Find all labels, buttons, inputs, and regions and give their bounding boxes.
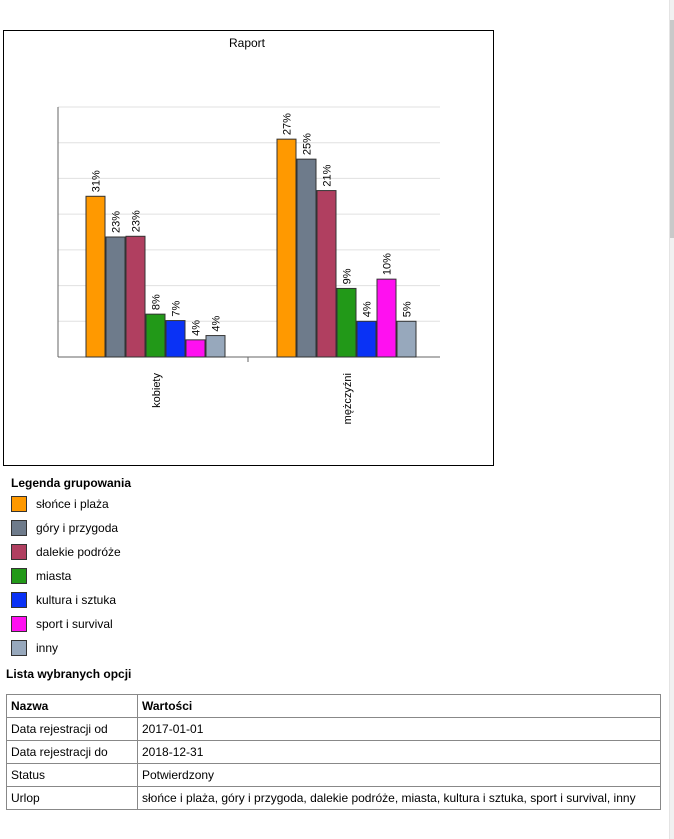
bar bbox=[276, 138, 297, 358]
legend-label: dalekie podróże bbox=[36, 545, 121, 559]
data-label: 5% bbox=[402, 301, 414, 317]
data-label: 31% bbox=[91, 170, 103, 192]
data-label: 23% bbox=[131, 210, 143, 232]
category-label: mężczyźni bbox=[342, 373, 354, 424]
legend-swatch bbox=[11, 640, 27, 656]
bar bbox=[85, 195, 106, 358]
data-label: 8% bbox=[151, 294, 163, 310]
table-row: Urlop słońce i plaża, góry i przygoda, d… bbox=[6, 786, 661, 810]
option-value: Potwierdzony bbox=[137, 763, 661, 787]
legend-swatch bbox=[11, 616, 27, 632]
data-label: 10% bbox=[382, 253, 394, 275]
table-row: Status Potwierdzony bbox=[6, 763, 661, 787]
table-header-row: Nazwa Wartości bbox=[6, 694, 661, 718]
data-label: 4% bbox=[191, 320, 203, 336]
option-name: Data rejestracji od bbox=[6, 717, 138, 741]
legend-swatch bbox=[11, 520, 27, 536]
legend-swatch bbox=[11, 568, 27, 584]
option-name: Data rejestracji do bbox=[6, 740, 138, 764]
table-row: Data rejestracji do 2018-12-31 bbox=[6, 740, 661, 764]
bar bbox=[145, 313, 166, 358]
bar bbox=[165, 320, 186, 358]
data-label: 4% bbox=[362, 301, 374, 317]
option-value: słońce i plaża, góry i przygoda, dalekie… bbox=[137, 786, 661, 810]
scrollbar-track[interactable] bbox=[669, 0, 674, 839]
category-label: kobiety bbox=[151, 373, 163, 408]
chart-frame: Raport 31% 23% 23% 8% 7% 4% 4% kobiety 27% 25% 21% 9… bbox=[3, 30, 494, 466]
bar bbox=[336, 287, 357, 358]
data-label: 21% bbox=[322, 164, 334, 186]
chart-title: Raport bbox=[229, 36, 266, 50]
option-value: 2017-01-01 bbox=[137, 717, 661, 741]
bar bbox=[376, 278, 397, 358]
option-value: 2018-12-31 bbox=[137, 740, 661, 764]
bar bbox=[185, 339, 206, 358]
scrollbar-thumb[interactable] bbox=[670, 20, 674, 238]
bar bbox=[316, 190, 337, 358]
legend-label: góry i przygoda bbox=[36, 521, 119, 535]
data-label: 9% bbox=[342, 268, 354, 284]
option-name: Urlop bbox=[6, 786, 138, 810]
bar bbox=[105, 236, 126, 358]
data-label: 27% bbox=[282, 113, 294, 135]
legend-swatch bbox=[11, 496, 27, 512]
legend-swatch bbox=[11, 592, 27, 608]
table-row: Data rejestracji od 2017-01-01 bbox=[6, 717, 661, 741]
options-title: Lista wybranych opcji bbox=[6, 667, 132, 681]
bar-chart: Raport 31% 23% 23% 8% 7% 4% 4% kobiety 27% 25% 21% 9… bbox=[57, 36, 440, 424]
option-name: Status bbox=[6, 763, 138, 787]
header-name: Nazwa bbox=[6, 694, 138, 718]
options-table: Nazwa Wartości Data rejestracji od 2017-… bbox=[6, 694, 661, 810]
data-label: 23% bbox=[111, 211, 123, 233]
legend-swatch bbox=[11, 544, 27, 560]
data-label: 4% bbox=[211, 315, 223, 331]
legend-label: miasta bbox=[36, 569, 72, 583]
data-label: 7% bbox=[171, 300, 183, 316]
legend-label: słońce i plaża bbox=[36, 497, 109, 511]
legend-label: inny bbox=[36, 641, 59, 655]
header-value: Wartości bbox=[137, 694, 661, 718]
data-label: 25% bbox=[302, 133, 314, 155]
legend-label: sport i survival bbox=[36, 617, 113, 631]
bar bbox=[356, 320, 377, 358]
bar bbox=[205, 335, 226, 358]
bar bbox=[125, 235, 146, 358]
legend-label: kultura i sztuka bbox=[36, 593, 117, 607]
bar bbox=[296, 158, 317, 358]
bar bbox=[396, 320, 417, 358]
legend-title: Legenda grupowania bbox=[11, 476, 132, 490]
